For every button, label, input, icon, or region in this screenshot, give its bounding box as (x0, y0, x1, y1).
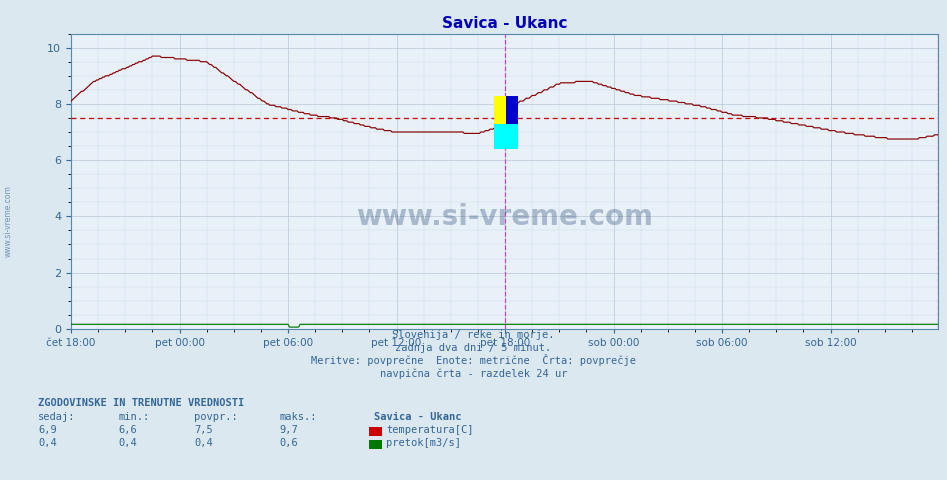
Text: 7,5: 7,5 (194, 425, 213, 435)
Text: sedaj:: sedaj: (38, 412, 76, 422)
Text: 6,9: 6,9 (38, 425, 57, 435)
Text: 0,4: 0,4 (194, 438, 213, 448)
Text: pretok[m3/s]: pretok[m3/s] (386, 438, 461, 448)
Bar (506, 96, 518, 149)
Text: 6,6: 6,6 (118, 425, 137, 435)
Title: Savica - Ukanc: Savica - Ukanc (441, 16, 567, 31)
Text: Savica - Ukanc: Savica - Ukanc (374, 412, 461, 422)
Text: navpična črta - razdelek 24 ur: navpična črta - razdelek 24 ur (380, 369, 567, 379)
Text: maks.:: maks.: (279, 412, 317, 422)
Text: Slovenija / reke in morje.: Slovenija / reke in morje. (392, 330, 555, 340)
Text: www.si-vreme.com: www.si-vreme.com (356, 203, 652, 230)
Bar (494, 96, 506, 149)
Text: Meritve: povprečne  Enote: metrične  Črta: povprečje: Meritve: povprečne Enote: metrične Črta:… (311, 354, 636, 366)
Text: 0,4: 0,4 (118, 438, 137, 448)
Text: 9,7: 9,7 (279, 425, 298, 435)
Text: zadnja dva dni / 5 minut.: zadnja dva dni / 5 minut. (396, 343, 551, 353)
Text: min.:: min.: (118, 412, 150, 422)
Text: www.si-vreme.com: www.si-vreme.com (4, 185, 13, 257)
Text: 0,6: 0,6 (279, 438, 298, 448)
Bar (494, 124, 518, 149)
Text: 0,4: 0,4 (38, 438, 57, 448)
Text: ZGODOVINSKE IN TRENUTNE VREDNOSTI: ZGODOVINSKE IN TRENUTNE VREDNOSTI (38, 397, 244, 408)
Text: temperatura[C]: temperatura[C] (386, 425, 474, 435)
Text: povpr.:: povpr.: (194, 412, 238, 422)
